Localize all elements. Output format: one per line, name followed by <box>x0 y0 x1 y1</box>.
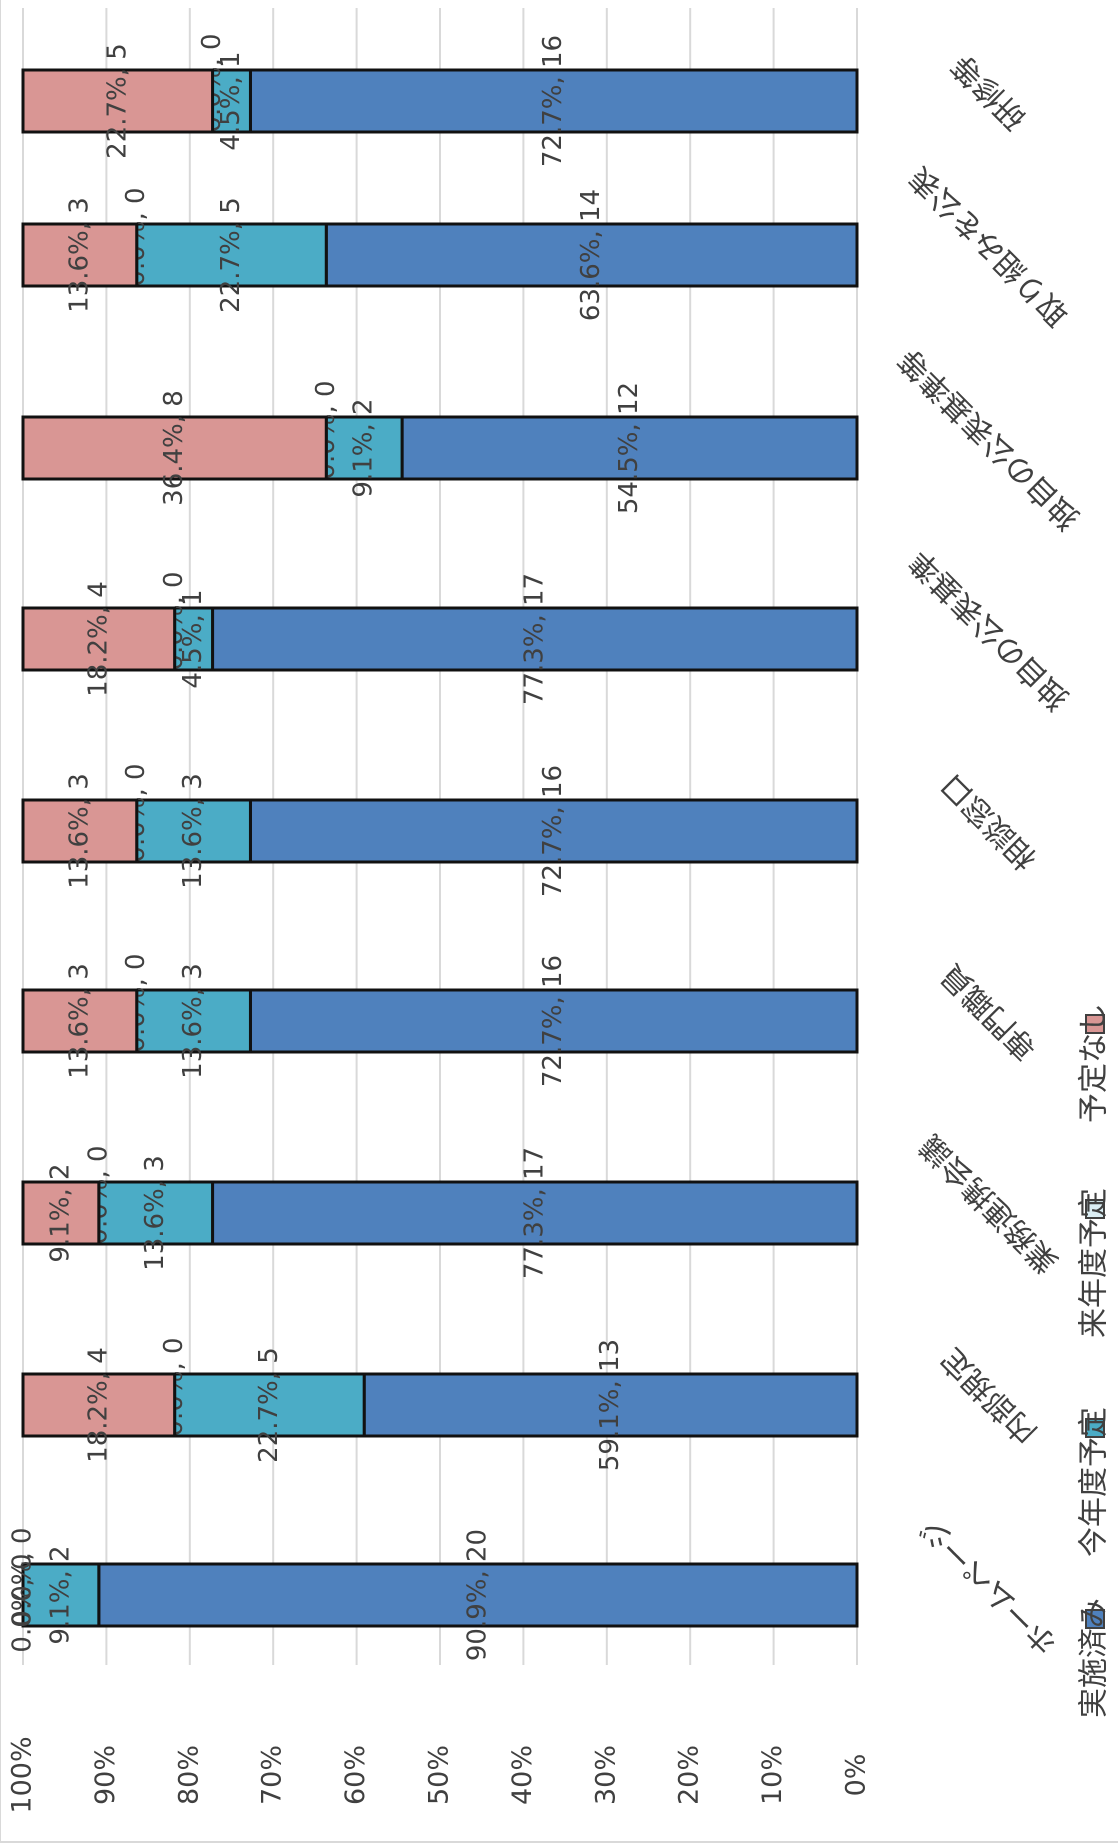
data-label: 22.7%, 5 <box>254 1347 284 1463</box>
data-label: 77.3%, 17 <box>519 573 549 705</box>
bar-segment <box>21 68 215 134</box>
bar-segment <box>248 988 859 1054</box>
bar-segment <box>21 1562 101 1628</box>
bar-segment <box>211 1180 859 1246</box>
legend-label: 実施済み <box>1077 1598 1112 1718</box>
data-label: 13.6%, 3 <box>178 773 208 889</box>
bar-segment <box>248 798 859 864</box>
data-label: 63.6%, 14 <box>576 189 606 321</box>
bar-segment <box>21 988 139 1054</box>
category-label: 業務連携会議 <box>913 1128 1065 1280</box>
category-label: 相談窓口 <box>934 767 1044 877</box>
y-tick-label: 40% <box>507 1745 538 1805</box>
bar-segment <box>324 415 404 481</box>
bar-segment <box>21 606 177 672</box>
bar-segment <box>97 1562 859 1628</box>
data-label: 22.7%, 5 <box>216 197 246 313</box>
legend-swatch <box>1085 1418 1105 1438</box>
y-tick-label: 20% <box>674 1745 705 1805</box>
y-tick-label: 30% <box>590 1745 621 1805</box>
y-tick-label: 60% <box>340 1745 371 1805</box>
bar-segment <box>21 1180 101 1246</box>
data-label: 4.5%, 1 <box>178 589 208 688</box>
data-label: 0.0%, 0 <box>8 1553 38 1652</box>
bar-segment <box>362 1372 859 1438</box>
data-label: 54.5%, 12 <box>614 382 644 514</box>
data-label: 13.6%, 3 <box>178 963 208 1079</box>
bar-segment <box>173 606 215 672</box>
legend-swatch <box>1085 1609 1105 1629</box>
category-label: 専門職員 <box>934 957 1044 1067</box>
data-label: 59.1%, 13 <box>595 1339 625 1471</box>
y-tick-label: 80% <box>173 1745 204 1805</box>
data-label: 0.0%, 0 <box>8 1527 38 1626</box>
legend-label: 今年度予定 <box>1077 1407 1112 1557</box>
category-label: 独自の公表基準等 <box>892 341 1086 535</box>
y-tick-label: 70% <box>257 1745 288 1805</box>
bar-segment <box>211 606 859 672</box>
data-label: 77.3%, 17 <box>519 1147 549 1279</box>
legend-swatch <box>1085 1199 1105 1219</box>
data-label: 9.1%, 2 <box>45 1545 75 1644</box>
data-label: 72.7%, 16 <box>538 955 568 1087</box>
category-label: 取り組みを公表 <box>903 159 1076 332</box>
data-label: 9.1%, 2 <box>349 398 379 497</box>
data-label: 22.7%, 5 <box>102 43 132 159</box>
bar-segment <box>21 798 139 864</box>
bar-segment <box>173 1372 366 1438</box>
data-label: 18.2%, 4 <box>83 1347 113 1463</box>
y-tick-label: 100% <box>7 1736 38 1813</box>
y-tick-label: 50% <box>424 1745 455 1805</box>
data-label: 13.6%, 3 <box>64 963 94 1079</box>
legend-swatch <box>1085 1014 1105 1034</box>
data-label: 72.7%, 16 <box>538 35 568 167</box>
category-label: 内部規定 <box>934 1341 1044 1451</box>
data-label: 4.5%, 1 <box>216 51 246 150</box>
y-tick-label: 0% <box>841 1754 872 1797</box>
legend-label: 予定なし <box>1077 1003 1112 1123</box>
bar-segment <box>135 222 328 288</box>
data-label: 9.1%, 2 <box>45 1163 75 1262</box>
data-label: 13.6%, 3 <box>64 773 94 889</box>
bar-segment <box>400 415 859 481</box>
category-label: ホームページ <box>914 1510 1065 1661</box>
bar-segment <box>21 1372 177 1438</box>
data-label: 18.2%, 4 <box>83 581 113 697</box>
data-label: 72.7%, 16 <box>538 765 568 897</box>
legend-label: 来年度予定 <box>1077 1188 1112 1338</box>
y-tick-label: 90% <box>90 1745 121 1805</box>
data-label: 90.9%, 20 <box>462 1529 492 1661</box>
y-tick-label: 10% <box>757 1745 788 1805</box>
category-label: 独自の公表基準 <box>903 543 1076 716</box>
bar-segment <box>21 222 139 288</box>
category-label: 研修等 <box>945 48 1033 136</box>
bar-segment <box>324 222 859 288</box>
bar-segment <box>21 415 328 481</box>
bar-segment <box>97 1180 215 1246</box>
data-label: 36.4%, 8 <box>159 390 189 506</box>
data-label: 13.6%, 3 <box>140 1155 170 1271</box>
data-label: 13.6%, 3 <box>64 197 94 313</box>
